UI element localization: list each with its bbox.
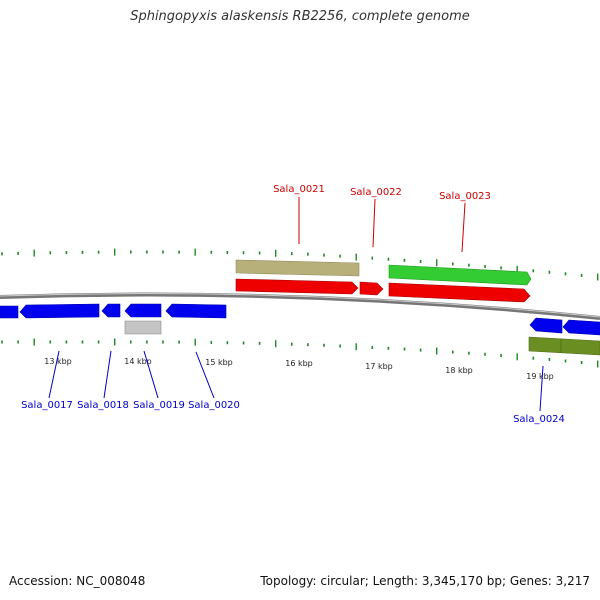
gene-label-sala-0017[interactable]: Sala_0017 — [21, 400, 73, 411]
gene-arrow-partial-left[interactable] — [0, 305, 19, 319]
reverse-features — [124, 320, 600, 356]
genome-backbone-highlight — [0, 293, 600, 318]
reverse-genes — [0, 303, 600, 336]
feature-olive-bar[interactable] — [528, 336, 600, 356]
gene-labels: Sala_0021 Sala_0022 Sala_0023 Sala_0017 … — [21, 184, 565, 425]
leader-sala-0022 — [372, 198, 376, 248]
scale-labels: 13 kbp 14 kbp 15 kbp 16 kbp 17 kbp 18 kb… — [44, 357, 554, 381]
leader-sala-0018 — [103, 350, 112, 399]
gene-arrow-sala-0017[interactable] — [19, 303, 100, 319]
map-title: Sphingopyxis alaskensis RB2256, complete… — [130, 9, 470, 24]
gene-label-sala-0019[interactable]: Sala_0019 — [133, 400, 185, 411]
leader-sala-0019 — [143, 350, 159, 399]
gene-label-sala-0023[interactable]: Sala_0023 — [439, 191, 491, 202]
leader-sala-0024 — [539, 365, 544, 412]
gene-label-sala-0024[interactable]: Sala_0024 — [513, 414, 565, 425]
feature-grey-bar[interactable] — [124, 320, 162, 335]
label-leaders — [48, 197, 544, 412]
genome-summary-text: Topology: circular; Length: 3,345,170 bp… — [260, 574, 590, 588]
gene-arrow-sala-0023[interactable] — [388, 282, 531, 303]
gene-arrow-sala-0020[interactable] — [165, 303, 227, 319]
gene-arrow-sala-0024-a[interactable] — [529, 317, 563, 334]
feature-tan-bar[interactable] — [235, 259, 360, 277]
tick-label-15: 15 kbp — [205, 358, 233, 367]
forward-genes — [235, 278, 531, 303]
forward-features — [235, 259, 532, 286]
gene-arrow-sala-0018[interactable] — [101, 303, 121, 318]
tick-label-16: 16 kbp — [285, 359, 313, 368]
accession-text: Accession: NC_008048 — [9, 574, 146, 588]
gene-arrow-sala-0022[interactable] — [359, 281, 384, 296]
gene-arrow-sala-0021[interactable] — [235, 278, 359, 295]
gene-label-sala-0021[interactable]: Sala_0021 — [273, 184, 325, 195]
leader-sala-0017 — [48, 350, 60, 399]
outer-tick-marks — [1, 248, 599, 281]
inner-tick-marks — [1, 338, 599, 368]
tick-label-17: 17 kbp — [365, 362, 393, 371]
genome-backbone — [0, 292, 600, 320]
gene-label-sala-0022[interactable]: Sala_0022 — [350, 187, 402, 198]
leader-sala-0023 — [461, 202, 466, 253]
gene-arrow-sala-0019[interactable] — [124, 303, 162, 318]
gene-label-sala-0018[interactable]: Sala_0018 — [77, 400, 129, 411]
feature-green-arrow[interactable] — [388, 264, 532, 286]
leader-sala-0020 — [195, 351, 215, 399]
gene-arrow-sala-0024-b[interactable] — [562, 319, 600, 336]
tick-label-13: 13 kbp — [44, 357, 72, 366]
tick-label-19: 19 kbp — [526, 372, 554, 381]
gene-label-sala-0020[interactable]: Sala_0020 — [188, 400, 240, 411]
tick-label-18: 18 kbp — [445, 366, 473, 375]
tick-label-14: 14 kbp — [124, 357, 152, 366]
